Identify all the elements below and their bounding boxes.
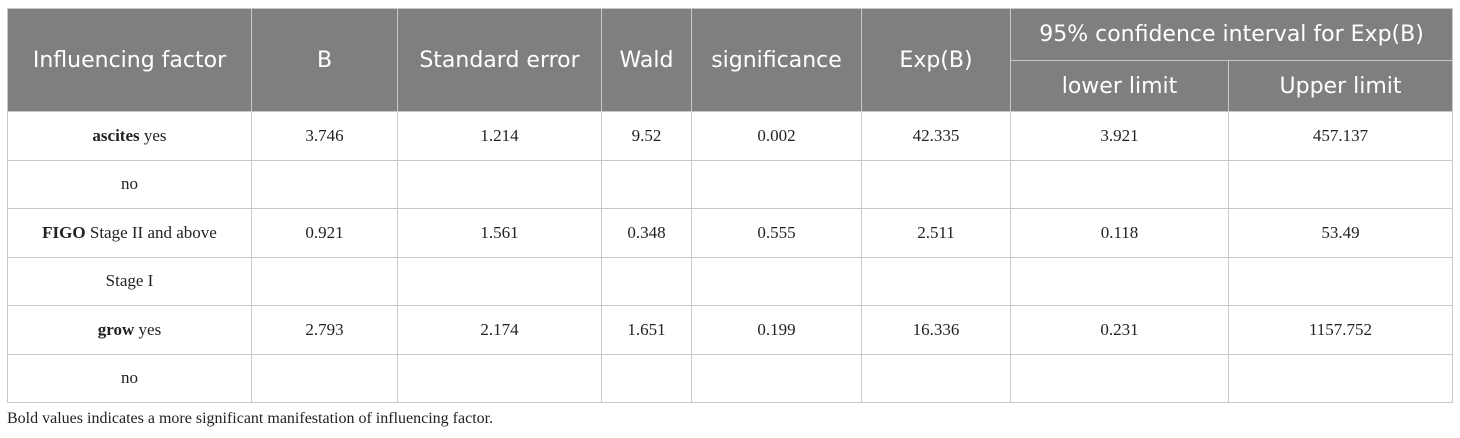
value-cell: 2.174 [397,305,602,355]
value-cell [251,353,398,403]
value-cell: 1.651 [601,305,692,355]
value-cell: 0.921 [251,208,398,258]
header-cell: Upper limit [1227,60,1454,112]
header-cell: Influencing factor [7,8,252,112]
value-cell: 9.52 [601,111,692,161]
value-cell [601,353,692,403]
header-cell: Exp(B) [861,8,1011,112]
value-cell: 0.231 [1010,305,1229,355]
value-cell [251,159,398,209]
value-cell: 457.137 [1227,111,1454,161]
factor-cell: Stage I [7,256,252,306]
value-cell [397,256,602,306]
value-cell [1227,159,1454,209]
header-cell: Wald [601,8,692,112]
value-cell: 16.336 [861,305,1011,355]
factor-name: FIGO [42,222,86,242]
value-cell [1010,353,1229,403]
factor-cell: ascites yes [7,111,252,161]
value-cell: 0.002 [691,111,862,161]
value-cell: 1157.752 [1227,305,1454,355]
value-cell [601,159,692,209]
table-body: ascites yes 3.746 1.214 9.52 0.002 42.335 3.92… [7,111,1454,403]
header-cell: Standard error [397,8,602,112]
header-cell: B [251,8,398,112]
factor-name: grow [97,319,135,339]
factor-level: no [121,368,138,388]
value-cell: 1.214 [397,111,602,161]
value-cell: 1.561 [397,208,602,258]
value-cell [1010,256,1229,306]
factor-cell: no [7,159,252,209]
factor-level: yes [143,125,167,145]
header-cell: 95% confidence interval for Exp(B) [1009,8,1454,61]
footnote: Bold values indicates a more significant… [7,410,494,427]
regression-table: Influencing factor B Standard error Wald… [7,8,1454,403]
table-row: Stage I [7,256,1454,306]
value-cell: 2.511 [861,208,1011,258]
value-cell: 3.921 [1010,111,1229,161]
value-cell [691,159,862,209]
value-cell [601,256,692,306]
table-row: ascites yes 3.746 1.214 9.52 0.002 42.335 3.92… [7,111,1454,161]
value-cell: 0.348 [601,208,692,258]
table-row: no [7,353,1454,403]
value-cell [1010,159,1229,209]
factor-level: Stage II and above [89,222,217,242]
value-cell [251,256,398,306]
table-row: no [7,159,1454,209]
value-cell [1227,256,1454,306]
table-row: FIGO Stage II and above 0.921 1.561 0.348 0.… [7,208,1454,258]
factor-cell: FIGO Stage II and above [7,208,252,258]
value-cell [1227,353,1454,403]
factor-level: yes [138,319,162,339]
value-cell [397,159,602,209]
value-cell: 42.335 [861,111,1011,161]
value-cell: 0.118 [1010,208,1229,258]
value-cell [691,353,862,403]
factor-level: Stage I [105,271,154,291]
value-cell: 0.199 [691,305,862,355]
value-cell: 3.746 [251,111,398,161]
value-cell [861,256,1011,306]
factor-cell: grow yes [7,305,252,355]
table-row: grow yes 2.793 2.174 1.651 0.199 16.336 0.231 1… [7,305,1454,355]
value-cell: 0.555 [691,208,862,258]
header-cell: lower limit [1010,60,1229,112]
value-cell [861,353,1011,403]
value-cell [861,159,1011,209]
factor-name: ascites [92,125,140,145]
value-cell: 2.793 [251,305,398,355]
value-cell: 53.49 [1227,208,1454,258]
value-cell [691,256,862,306]
factor-level: no [121,174,138,194]
factor-cell: no [7,353,252,403]
value-cell [397,353,602,403]
header-cell: significance [691,8,862,112]
